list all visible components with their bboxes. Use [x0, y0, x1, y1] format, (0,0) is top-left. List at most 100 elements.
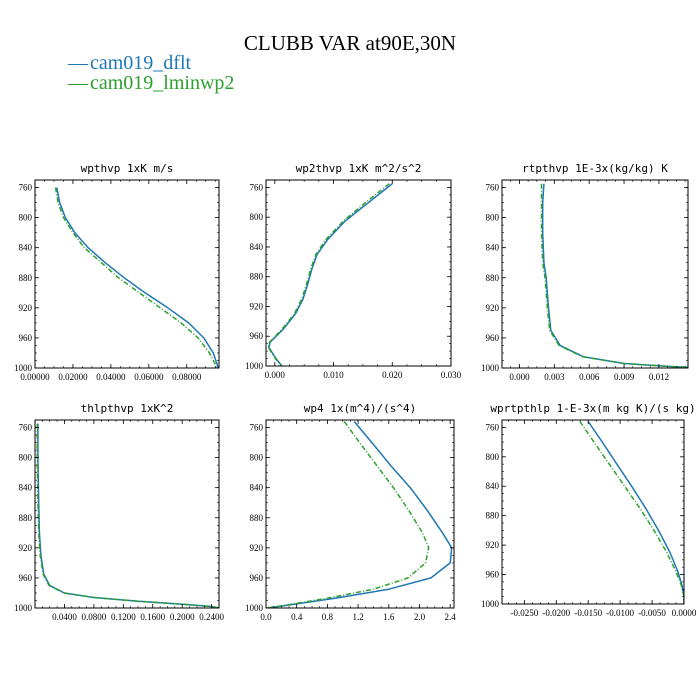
legend-marker-lminwp2: —	[67, 72, 89, 94]
x-tick-label: 2.0	[414, 612, 426, 622]
y-tick-label: 960	[19, 573, 33, 583]
panel-frame	[34, 179, 220, 369]
series-line-cam019_dflt	[587, 421, 684, 604]
y-tick-label: 920	[19, 303, 33, 313]
y-tick-label: 880	[250, 513, 264, 523]
x-tick-label: 0.1200	[111, 612, 136, 622]
x-tick-label: 0.006	[579, 372, 600, 382]
y-tick-label: 920	[486, 540, 500, 550]
y-tick-label: 840	[486, 481, 500, 491]
y-tick-label: 760	[250, 182, 264, 192]
y-tick-label: 920	[250, 301, 264, 311]
panel-title: thlpthvp 1xK^2	[81, 402, 174, 415]
y-tick-label: 880	[19, 513, 33, 523]
x-tick-label: -0.0150	[574, 608, 602, 618]
x-tick-label: 0.2000	[170, 612, 195, 622]
legend: — cam019_dflt — cam019_lminwp2	[67, 52, 234, 94]
y-tick-label: 840	[486, 243, 500, 253]
x-tick-label: 1.2	[352, 612, 363, 622]
y-tick-label: 1000	[481, 363, 500, 373]
series-line-cam019_dflt	[268, 183, 393, 366]
x-tick-label: 0.06000	[134, 372, 164, 382]
chart-panel-5: wp4 1x(m^4)/(s^4)76080084088092096010000…	[245, 402, 456, 622]
y-tick-label: 920	[486, 303, 500, 313]
series-line-cam019_lminwp2	[36, 423, 219, 608]
x-tick-label: 0.003	[544, 372, 565, 382]
series-line-cam019_lminwp2	[54, 187, 217, 368]
y-tick-label: 880	[486, 511, 500, 521]
chart-panel-2: wp2thvp 1xK m^2/s^2 760 800 840 880 920 960 100…	[245, 162, 462, 380]
y-tick-label: 880	[486, 273, 500, 283]
y-tick-label: 760	[19, 423, 33, 433]
x-tick-label: 0.0800	[82, 612, 107, 622]
x-tick-label: 0.009	[614, 372, 635, 382]
x-tick-label: 0.0	[260, 612, 272, 622]
series-line-cam019_lminwp2	[579, 421, 684, 604]
x-tick-label: 0.8	[322, 612, 334, 622]
series-line-cam019_dflt	[267, 421, 453, 608]
series-line-cam019_dflt	[541, 183, 688, 368]
panel-title: wprtpthlp 1-E-3x(m kg K)/(s kg)	[490, 402, 695, 415]
series-line-cam019_dflt	[37, 423, 219, 608]
x-tick-label: 0.00000	[20, 372, 50, 382]
y-tick-label: 880	[19, 273, 33, 283]
x-tick-label: 0.030	[441, 370, 462, 380]
x-tick-label: 0.012	[649, 372, 669, 382]
x-tick-label: 0.1600	[140, 612, 165, 622]
chart-panel-1: wpthvp 1xK m/s 760 800 840 880 920 960 10000.00…	[14, 162, 220, 382]
panel-title: wp4 1x(m^4)/(s^4)	[304, 402, 417, 415]
figure-title: CLUBB VAR at90E,30N	[244, 31, 456, 55]
y-tick-label: 840	[250, 483, 264, 493]
y-tick-label: 840	[250, 242, 264, 252]
y-tick-label: 960	[486, 570, 500, 580]
y-tick-label: 840	[19, 243, 33, 253]
y-tick-label: 920	[250, 543, 264, 553]
y-tick-label: 1000	[245, 603, 264, 613]
y-tick-label: 960	[250, 573, 264, 583]
series-line-cam019_dflt	[56, 187, 219, 368]
panel-frame	[34, 419, 220, 609]
series-line-cam019_lminwp2	[267, 421, 430, 608]
y-tick-label: 960	[250, 331, 264, 341]
y-tick-label: 800	[19, 213, 33, 223]
chart-panel-6: wprtpthlp 1-E-3x(m kg K)/(s kg) 760 800 840…	[481, 402, 697, 618]
series-line-cam019_lminwp2	[267, 183, 390, 366]
x-tick-label: 0.02000	[58, 372, 88, 382]
y-tick-label: 760	[19, 183, 33, 193]
legend-label-dflt: cam019_dflt	[90, 52, 192, 74]
x-tick-label: 0.000	[509, 372, 530, 382]
panel-title: rtpthvp 1E-3x(kg/kg) K	[522, 162, 668, 175]
panel-title: wp2thvp 1xK m^2/s^2	[296, 162, 422, 175]
x-tick-label: -0.0050	[638, 608, 666, 618]
y-tick-label: 1000	[245, 361, 264, 371]
y-tick-label: 760	[486, 422, 500, 432]
x-tick-label: 0.4	[291, 612, 303, 622]
y-tick-label: 800	[486, 213, 500, 223]
x-tick-label: -0.0100	[606, 608, 634, 618]
series-line-cam019_lminwp2	[540, 183, 688, 368]
panel-title: wpthvp 1xK m/s	[81, 162, 174, 175]
x-tick-label: -0.0250	[510, 608, 538, 618]
y-tick-label: 920	[19, 543, 33, 553]
x-tick-label: 0.0000	[672, 608, 697, 618]
y-tick-label: 800	[486, 452, 500, 462]
y-tick-label: 1000	[14, 363, 33, 373]
x-tick-label: 0.2400	[199, 612, 224, 622]
y-tick-label: 1000	[481, 599, 500, 609]
panel-frame	[501, 179, 689, 369]
panel-frame	[501, 419, 685, 605]
chart-panel-4: thlpthvp 1xK^2 760 800 840 880 920 960 1000 0.04…	[14, 402, 225, 622]
y-tick-label: 840	[19, 483, 33, 493]
y-tick-label: 760	[486, 183, 500, 193]
x-tick-label: -0.0200	[542, 608, 570, 618]
x-tick-label: 0.000	[265, 370, 286, 380]
legend-marker-dflt: —	[67, 52, 89, 74]
x-tick-label: 0.010	[323, 370, 344, 380]
y-tick-label: 800	[250, 453, 264, 463]
legend-label-lminwp2: cam019_lminwp2	[90, 72, 234, 94]
x-tick-label: 0.08000	[172, 372, 202, 382]
y-tick-label: 800	[19, 453, 33, 463]
chart-panel-3: rtpthvp 1E-3x(kg/kg) K 760 800 840 880 920 960…	[481, 162, 689, 382]
y-tick-label: 800	[250, 212, 264, 222]
